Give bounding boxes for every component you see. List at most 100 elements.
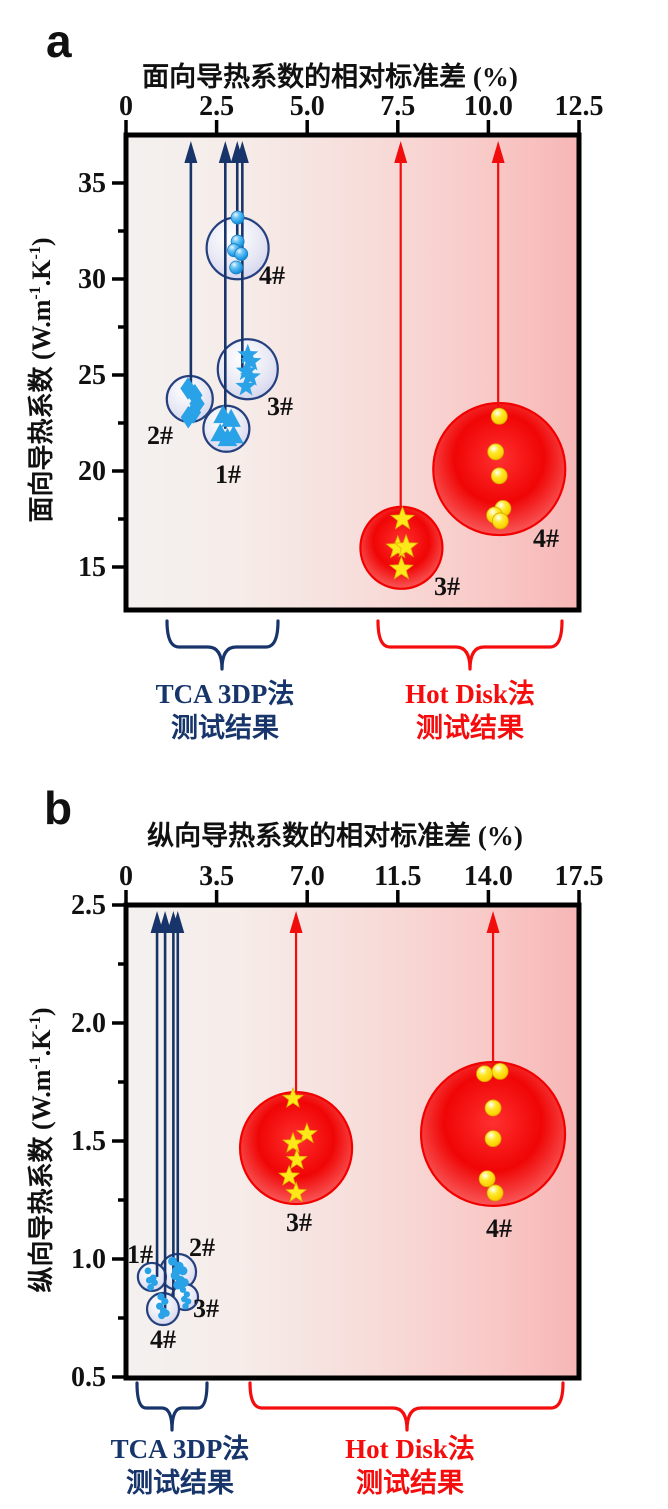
- sphere-marker: [490, 467, 508, 485]
- x-tick-label: 0: [119, 861, 133, 892]
- bubble-label-3: 3#: [193, 1294, 219, 1323]
- y-tick-label: 0.5: [71, 1362, 106, 1393]
- sphere-marker: [491, 512, 509, 530]
- star-marker: [285, 1181, 308, 1203]
- sphere-marker: [491, 1062, 509, 1080]
- star-marker: [285, 1148, 308, 1170]
- hotdisk-caption-line1: Hot Disk法: [345, 1434, 475, 1464]
- panel-b-title: 纵向导热系数的相对标准差 (%): [147, 820, 523, 851]
- x-tick-label: 11.5: [374, 861, 421, 892]
- sphere-marker: [229, 260, 244, 275]
- panel-a-plot-area: [123, 132, 582, 613]
- rsd-arrowhead-icon: [218, 141, 232, 163]
- y-tick-label: 1.0: [71, 1244, 106, 1275]
- y-tick-label: 20: [78, 456, 106, 487]
- dot-marker: [162, 1309, 170, 1317]
- tca-brace: [165, 619, 280, 671]
- bubble-label-3: 3#: [267, 392, 293, 421]
- star-marker: [281, 1086, 304, 1108]
- y-tick-label: 30: [78, 264, 106, 295]
- x-tick-label: 7.5: [380, 91, 415, 122]
- y-tick-label: 2.0: [71, 1008, 106, 1039]
- star-marker: [237, 343, 259, 364]
- panel-b-letter: b: [44, 782, 72, 834]
- star-marker: [278, 1164, 301, 1186]
- panel-b-markers: [144, 1062, 509, 1320]
- panel-b-arrows: [150, 911, 500, 1310]
- y-tick-label: 35: [78, 168, 106, 199]
- dot-marker: [151, 1279, 158, 1286]
- y-tick-label: 2.5: [71, 890, 106, 921]
- dot-marker: [179, 1278, 189, 1288]
- rsd-arrowhead-icon: [394, 141, 408, 163]
- bubble-label-2: 2#: [147, 421, 173, 450]
- dot-marker: [178, 1266, 188, 1276]
- dot-marker: [168, 1256, 178, 1266]
- star-marker: [235, 360, 257, 381]
- star-marker: [390, 505, 415, 530]
- bubble-label-hd3: 3#: [286, 1208, 312, 1237]
- sphere-marker: [230, 210, 245, 225]
- panel-b-x-axis: 0 3.5 7.0 11.5 14.0 17.5: [119, 861, 604, 905]
- x-tick-label: 10.0: [464, 91, 513, 122]
- bubble-label-2: 2#: [189, 1233, 215, 1262]
- dot-marker: [161, 1297, 169, 1306]
- x-tick-label: 7.0: [290, 861, 325, 892]
- x-tick-label: 14.0: [464, 861, 513, 892]
- rsd-arrowhead-icon: [491, 141, 505, 163]
- triangle-marker: [221, 408, 241, 427]
- y-tick-label: 1.5: [71, 1126, 106, 1157]
- bubble-label-hd4: 4#: [533, 524, 559, 553]
- dot-marker: [182, 1303, 189, 1310]
- star-marker: [281, 1131, 304, 1153]
- star-marker: [388, 555, 414, 580]
- panel-a-arrows: [184, 141, 505, 511]
- panel-a: a 面向导热系数的相对标准差 (%) 0 2.5 5.0 7.5 10.0 12…: [26, 15, 604, 743]
- bubble-label-hd4: 4#: [486, 1214, 512, 1243]
- tca-caption-line2: 测试结果: [171, 713, 279, 743]
- dot-marker: [147, 1283, 154, 1291]
- panel-b-y-axis: 2.5 2.0 1.5 1.0 0.5 纵向导热系数 (W.m-1.K-1): [26, 890, 126, 1393]
- dot-marker: [145, 1276, 153, 1284]
- panel-a-title: 面向导热系数的相对标准差 (%): [142, 61, 518, 92]
- bubble-label-hd3: 3#: [434, 572, 460, 601]
- hotdisk-caption-line2: 测试结果: [356, 1468, 464, 1498]
- panel-b: b 纵向导热系数的相对标准差 (%) 0 3.5 7.0 11.5 14.0 1…: [26, 782, 604, 1498]
- dot-marker: [184, 1298, 192, 1305]
- rsd-arrowhead-icon: [289, 911, 303, 933]
- tca-caption-line1: TCA 3DP法: [156, 679, 295, 709]
- y-tick-label: 15: [78, 552, 106, 583]
- bubble-label-4: 4#: [259, 261, 285, 290]
- diamond-marker: [180, 406, 196, 429]
- sphere-marker: [478, 1170, 496, 1188]
- x-tick-label: 12.5: [555, 91, 604, 122]
- y-tick-label: 25: [78, 360, 106, 391]
- hotdisk-caption-line2: 测试结果: [416, 713, 524, 743]
- panel-a-x-axis: 0 2.5 5.0 7.5 10.0 12.5: [119, 91, 604, 135]
- bubble-label-4: 4#: [150, 1325, 176, 1354]
- tca-brace: [135, 1381, 209, 1432]
- sphere-marker: [476, 1065, 493, 1083]
- star-marker: [235, 375, 257, 396]
- panel-a-letter: a: [46, 15, 72, 67]
- panel-b-bubble-labels: 2# 1# 3# 4# 3# 4#: [127, 1208, 512, 1354]
- star-marker: [295, 1122, 318, 1144]
- dot-marker: [179, 1286, 187, 1293]
- hotdisk-brace: [248, 1381, 565, 1432]
- sphere-marker: [484, 1130, 502, 1148]
- panel-a-bubble-labels: 4# 3# 2# 1# 3# 4#: [147, 261, 559, 601]
- dot-marker: [144, 1267, 152, 1275]
- bubble-label-1: 1#: [215, 460, 241, 489]
- sphere-marker: [486, 1184, 504, 1202]
- panel-b-y-axis-label: 纵向导热系数 (W.m-1.K-1): [26, 1008, 56, 1293]
- dot-marker: [183, 1291, 191, 1298]
- rsd-arrowhead-icon: [184, 141, 198, 163]
- sphere-marker: [487, 443, 505, 461]
- star-marker: [393, 533, 419, 558]
- rsd-arrowhead-icon: [235, 141, 249, 163]
- panel-a-markers: [180, 210, 512, 580]
- star-marker: [239, 365, 261, 386]
- sphere-marker: [490, 407, 508, 425]
- triangle-marker: [223, 425, 244, 444]
